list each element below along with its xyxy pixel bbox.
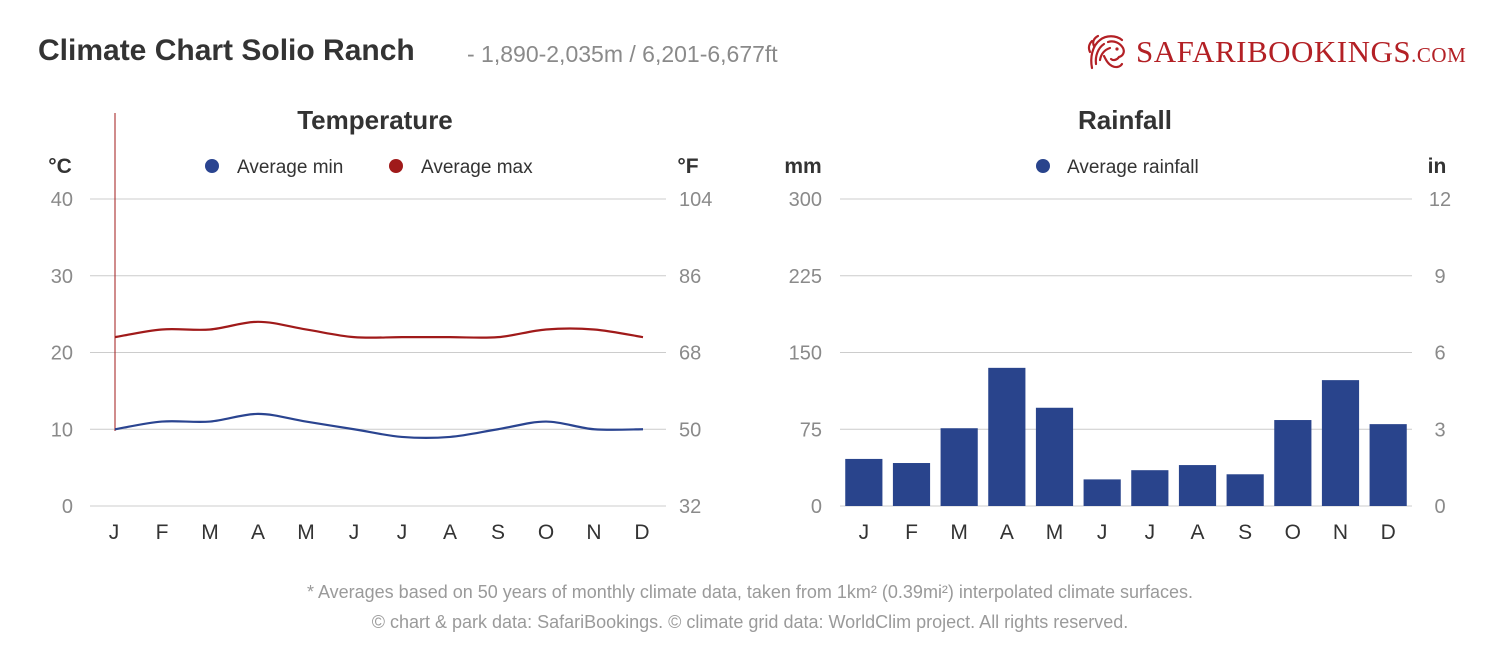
logo-com: .COM bbox=[1411, 43, 1467, 67]
rain-left-tick-label: 75 bbox=[800, 419, 822, 441]
temp-x-tick-label: M bbox=[297, 521, 315, 544]
temp-x-tick-label: A bbox=[251, 521, 265, 544]
rain-x-tick-label: M bbox=[1046, 521, 1064, 544]
rain-x-tick-label: J bbox=[859, 521, 870, 544]
page-subtitle: - 1,890-2,035m / 6,201-6,677ft bbox=[467, 41, 778, 67]
page-title: Climate Chart Solio Ranch bbox=[38, 34, 415, 67]
legend-marker-average-min bbox=[205, 159, 219, 173]
rain-right-tick-label: 9 bbox=[1434, 266, 1445, 288]
footnote-copyright: © chart & park data: SafariBookings. © c… bbox=[371, 612, 1129, 632]
temp-x-tick-label: J bbox=[349, 521, 360, 544]
rain-x-tick-label: D bbox=[1381, 521, 1396, 544]
rainfall-left-unit: mm bbox=[784, 155, 821, 178]
rainfall-bar bbox=[1369, 424, 1407, 506]
rainfall-chart: Rainfall mm in Average rainfall 0 75 150 22… bbox=[784, 105, 1451, 544]
rainfall-bars bbox=[845, 367, 1407, 506]
logo-bookings: BOOKINGS bbox=[1246, 34, 1412, 69]
rainfall-right-unit: in bbox=[1428, 155, 1447, 178]
temp-x-tick-label: F bbox=[156, 521, 169, 544]
rainfall-bar bbox=[1083, 479, 1121, 506]
rain-left-tick-label: 150 bbox=[789, 343, 822, 365]
temp-x-tick-label: S bbox=[491, 521, 505, 544]
rainfall-bar bbox=[1035, 407, 1074, 506]
temperature-right-ticks: 32 50 68 86 104 bbox=[679, 189, 712, 518]
rain-x-tick-label: J bbox=[1145, 521, 1156, 544]
logo-wordmark: SAFARIBOOKINGS.COM bbox=[1136, 34, 1466, 70]
temp-right-tick-label: 50 bbox=[679, 419, 701, 441]
rain-right-tick-label: 12 bbox=[1429, 189, 1451, 211]
temp-left-tick-label: 10 bbox=[51, 419, 73, 441]
temperature-chart-title: Temperature bbox=[297, 105, 453, 135]
temp-x-tick-label: D bbox=[634, 521, 649, 544]
rain-x-tick-label: S bbox=[1238, 521, 1252, 544]
rainfall-bar bbox=[988, 367, 1026, 506]
rainfall-gridlines bbox=[840, 198, 1412, 507]
rainfall-bar bbox=[1131, 470, 1169, 506]
rain-x-tick-label: O bbox=[1285, 521, 1301, 544]
rainfall-bar bbox=[892, 463, 931, 506]
rain-x-tick-label: F bbox=[905, 521, 918, 544]
rainfall-right-ticks: 0 3 6 9 12 bbox=[1429, 189, 1451, 518]
rainfall-bar bbox=[1178, 465, 1217, 506]
rainfall-chart-title: Rainfall bbox=[1078, 105, 1172, 135]
rainfall-bar bbox=[940, 428, 978, 506]
footnote-averages: * Averages based on 50 years of monthly … bbox=[306, 582, 1194, 602]
temp-x-tick-label: N bbox=[586, 521, 601, 544]
temperature-chart: Temperature °C °F Average min Average ma… bbox=[48, 105, 712, 544]
legend-label-average-max: Average max bbox=[421, 157, 533, 178]
rainfall-bar bbox=[1226, 474, 1264, 506]
rainfall-bar bbox=[845, 458, 883, 506]
rain-right-tick-label: 6 bbox=[1434, 343, 1445, 365]
temp-x-tick-label: O bbox=[538, 521, 554, 544]
temperature-left-ticks: 0 10 20 30 40 bbox=[51, 189, 73, 518]
legend-label-average-min: Average min bbox=[237, 157, 343, 178]
temperature-series bbox=[114, 320, 644, 439]
temp-left-tick-label: 40 bbox=[51, 189, 73, 211]
rainfall-bar bbox=[1274, 420, 1312, 506]
temp-right-tick-label: 32 bbox=[679, 496, 701, 518]
temperature-gridlines bbox=[90, 198, 666, 507]
temperature-line-average-max bbox=[114, 320, 644, 339]
temp-left-tick-label: 0 bbox=[62, 496, 73, 518]
rain-left-tick-label: 0 bbox=[811, 496, 822, 518]
legend-marker-average-max bbox=[389, 159, 403, 173]
temp-x-tick-label: A bbox=[443, 521, 457, 544]
temp-right-tick-label: 86 bbox=[679, 266, 701, 288]
rain-x-tick-label: A bbox=[1190, 521, 1204, 544]
rain-right-tick-label: 0 bbox=[1434, 496, 1445, 518]
temp-x-tick-label: J bbox=[109, 521, 120, 544]
logo-safari: SAFARI bbox=[1136, 34, 1247, 69]
legend-marker-average-rainfall bbox=[1036, 159, 1050, 173]
rain-left-tick-label: 225 bbox=[789, 266, 822, 288]
rain-x-tick-label: J bbox=[1097, 521, 1108, 544]
temp-left-tick-label: 30 bbox=[51, 266, 73, 288]
temperature-line-average-min bbox=[114, 412, 644, 439]
temperature-right-unit: °F bbox=[677, 155, 698, 178]
legend-label-average-rainfall: Average rainfall bbox=[1067, 157, 1199, 178]
temp-x-tick-label: J bbox=[397, 521, 408, 544]
rain-left-tick-label: 300 bbox=[789, 189, 822, 211]
climate-charts: Temperature °C °F Average min Average ma… bbox=[48, 105, 1451, 544]
temp-right-tick-label: 68 bbox=[679, 343, 701, 365]
rain-x-tick-label: M bbox=[950, 521, 968, 544]
rain-x-tick-label: A bbox=[1000, 521, 1014, 544]
lion-head-icon bbox=[1087, 34, 1125, 70]
temp-right-tick-label: 104 bbox=[679, 189, 712, 211]
temp-left-tick-label: 20 bbox=[51, 343, 73, 365]
rain-right-tick-label: 3 bbox=[1434, 419, 1445, 441]
rainfall-legend: Average rainfall bbox=[1036, 157, 1199, 178]
temperature-left-unit: °C bbox=[48, 155, 72, 178]
temperature-legend: Average min Average max bbox=[205, 157, 533, 178]
safaribookings-logo[interactable]: SAFARIBOOKINGS.COM bbox=[1086, 30, 1466, 74]
rain-x-tick-label: N bbox=[1333, 521, 1348, 544]
temp-x-tick-label: M bbox=[201, 521, 219, 544]
rainfall-left-ticks: 0 75 150 225 300 bbox=[789, 189, 822, 518]
rainfall-bar bbox=[1321, 380, 1360, 506]
